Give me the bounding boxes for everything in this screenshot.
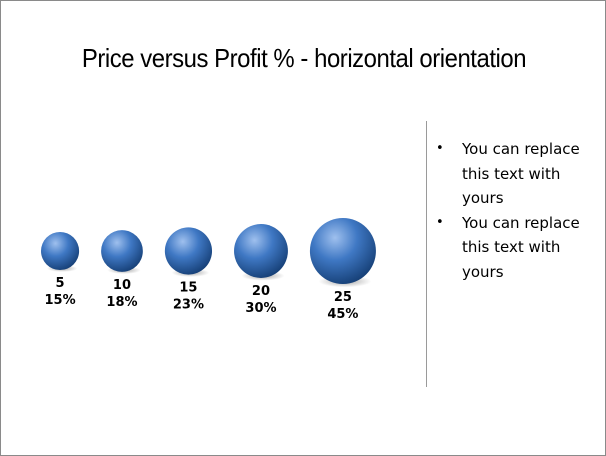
profit-label: 23% <box>173 298 204 313</box>
bubble <box>234 224 288 278</box>
bubble <box>41 231 80 271</box>
bubble-point: 515% <box>41 231 80 308</box>
bubble <box>164 227 213 275</box>
bullet-item: • You can replace this text with yours <box>433 137 593 211</box>
price-label: 20 <box>252 284 270 299</box>
bubble <box>101 230 143 272</box>
profit-label: 45% <box>327 307 358 322</box>
bullet-text[interactable]: You can replace this text with yours <box>462 213 580 281</box>
bullet-marker: • <box>436 214 444 230</box>
bubble <box>309 218 376 284</box>
bullet-list: • You can replace this text with yours •… <box>433 137 593 284</box>
bullet-marker: • <box>436 141 444 156</box>
profit-label: 15% <box>44 293 75 308</box>
bullet-text[interactable]: You can replace this text with yours <box>462 140 580 207</box>
price-label: 15 <box>179 281 197 296</box>
price-label: 5 <box>56 276 65 291</box>
vertical-divider <box>426 121 427 387</box>
profit-label: 18% <box>106 295 137 310</box>
profit-label: 30% <box>245 301 276 316</box>
bullet-item: • You can replace this text with yours <box>433 211 593 285</box>
price-label: 25 <box>334 290 352 305</box>
price-label: 10 <box>113 278 131 293</box>
slide-title: Price versus Profit % - horizontal orien… <box>81 43 527 73</box>
